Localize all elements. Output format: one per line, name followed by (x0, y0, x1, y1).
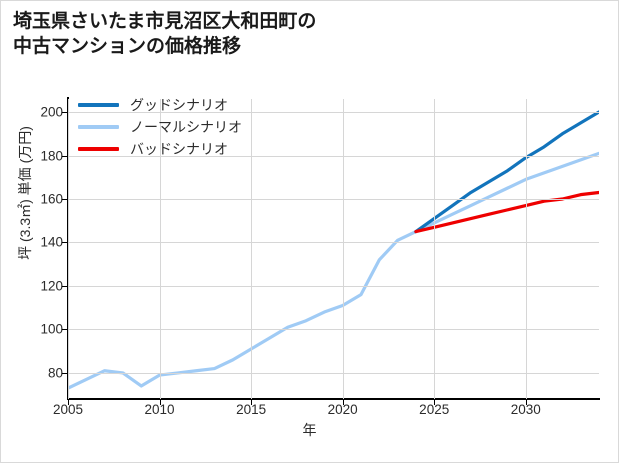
series-lines (68, 110, 599, 390)
legend-item[interactable]: グッドシナリオ (78, 94, 242, 116)
gridline-vertical (526, 99, 527, 399)
gridline-vertical (343, 99, 344, 399)
y-tick-label: 180 (40, 148, 63, 164)
gridline-vertical (251, 99, 252, 399)
gridline-horizontal (68, 286, 599, 287)
gridline-vertical (160, 99, 161, 399)
x-axis-line (67, 398, 600, 400)
y-tick-mark (62, 329, 67, 331)
x-tick-label: 2020 (327, 402, 358, 417)
y-tick-label: 160 (40, 191, 63, 207)
line-series-グッドシナリオ (414, 110, 599, 234)
y-tick-mark (62, 372, 67, 374)
gridline-vertical (68, 99, 69, 399)
legend-label: バッドシナリオ (130, 141, 228, 157)
chart-title: 埼玉県さいたま市見沼区大和田町の 中古マンションの価格推移 (13, 11, 317, 58)
chart-legend: グッドシナリオ ノーマルシナリオ バッドシナリオ (74, 91, 248, 163)
x-tick-label: 2005 (52, 402, 84, 417)
x-tick-mark (68, 400, 69, 405)
gridline-horizontal (68, 112, 599, 113)
y-tick-mark (62, 112, 67, 114)
gridline-horizontal (68, 199, 599, 200)
line-series-ノーマルシナリオ (68, 151, 599, 390)
gridline-horizontal (68, 329, 599, 330)
y-tick-label: 140 (40, 234, 63, 250)
y-tick-mark (62, 199, 67, 200)
x-tick-label: 2015 (236, 402, 267, 417)
gridline-horizontal (68, 373, 599, 374)
legend-swatch-icon (78, 103, 119, 107)
y-tick-mark (62, 285, 67, 287)
legend-swatch-icon (78, 125, 119, 129)
x-tick-mark (251, 400, 253, 405)
y-tick-mark (62, 155, 67, 157)
y-axis-tick-labels: 80 100 120 140 160 180 200 (1, 1, 63, 466)
x-tick-mark (159, 400, 161, 405)
x-tick-mark (525, 400, 527, 405)
y-tick-label: 80 (47, 365, 63, 381)
legend-label: グッドシナリオ (130, 97, 228, 113)
x-tick-mark (342, 400, 344, 405)
gridline-horizontal (68, 242, 599, 243)
x-tick-label: 2030 (510, 402, 541, 417)
y-tick-label: 100 (40, 321, 63, 337)
y-axis-title: 坪 (3.3㎡) 単価 (万円) (17, 126, 33, 260)
legend-item[interactable]: バッドシナリオ (78, 138, 242, 160)
gridline-horizontal (68, 156, 599, 157)
x-tick-label: 2010 (144, 402, 175, 417)
y-tick-mark (62, 242, 67, 244)
x-tick-mark (434, 400, 436, 405)
legend-label: ノーマルシナリオ (130, 119, 242, 135)
y-tick-label: 120 (40, 278, 63, 294)
legend-item[interactable]: ノーマルシナリオ (78, 116, 242, 138)
legend-swatch-icon (78, 147, 119, 151)
gridline-vertical (434, 99, 435, 399)
line-series-バッドシナリオ (414, 190, 599, 234)
y-tick-label: 200 (40, 104, 63, 120)
plot-area (68, 99, 599, 399)
x-axis-title: 年 (302, 422, 317, 438)
x-tick-label: 2025 (419, 402, 450, 417)
